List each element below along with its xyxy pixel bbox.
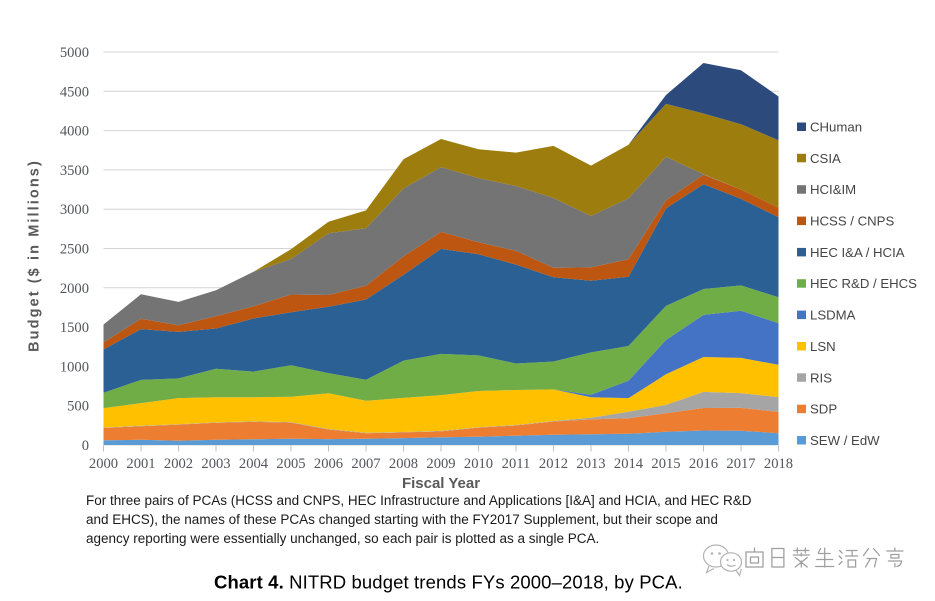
svg-text:For three pairs of PCAs (HCSS: For three pairs of PCAs (HCSS and CNPS, … [86,493,752,508]
svg-text:2007: 2007 [351,456,380,472]
svg-text:4500: 4500 [60,84,89,100]
svg-text:3500: 3500 [60,163,89,179]
svg-text:2011: 2011 [502,456,531,472]
svg-text:2015: 2015 [651,456,680,472]
svg-text:agency reporting were essentia: agency reporting were essentially unchan… [86,531,599,546]
svg-text:2000: 2000 [60,281,89,297]
svg-text:2009: 2009 [426,456,455,472]
svg-text:Budget ($ in Millions): Budget ($ in Millions) [27,159,43,352]
svg-text:Fiscal Year: Fiscal Year [402,475,480,492]
svg-text:2002: 2002 [164,456,193,472]
svg-text:LSN: LSN [810,339,836,354]
svg-text:2014: 2014 [614,456,644,472]
svg-text:5000: 5000 [60,45,89,61]
svg-text:2018: 2018 [764,456,793,472]
svg-text:1000: 1000 [60,359,89,375]
svg-text:and EHCS), the names of these: and EHCS), the names of these PCAs chang… [86,512,718,527]
svg-text:SDP: SDP [810,402,837,417]
svg-text:HEC R&D / EHCS: HEC R&D / EHCS [810,276,917,291]
svg-text:HCI&IM: HCI&IM [810,182,856,197]
svg-text:2004: 2004 [239,456,269,472]
svg-text:2016: 2016 [689,456,718,472]
svg-text:2001: 2001 [126,456,155,472]
svg-text:0: 0 [82,438,89,454]
svg-text:2010: 2010 [464,456,493,472]
svg-text:2000: 2000 [89,456,118,472]
svg-text:RIS: RIS [810,370,832,385]
svg-text:CHuman: CHuman [810,120,862,135]
svg-text:1500: 1500 [60,320,89,336]
svg-text:4000: 4000 [60,124,89,140]
svg-text:2008: 2008 [389,456,418,472]
svg-text:2005: 2005 [276,456,305,472]
svg-text:2003: 2003 [201,456,230,472]
svg-text:500: 500 [67,399,89,415]
svg-text:2500: 2500 [60,242,89,258]
svg-text:HCSS / CNPS: HCSS / CNPS [810,214,894,229]
svg-text:CSIA: CSIA [810,151,841,166]
svg-text:2006: 2006 [314,456,343,472]
svg-text:LSDMA: LSDMA [810,308,856,323]
svg-text:2013: 2013 [576,456,605,472]
svg-text:3000: 3000 [60,202,89,218]
svg-text:SEW / EdW: SEW / EdW [810,433,880,448]
svg-text:HEC I&A / HCIA: HEC I&A / HCIA [810,245,905,260]
svg-text:Chart 4. NITRD budget trends F: Chart 4. NITRD budget trends FYs 2000–20… [214,572,683,593]
svg-text:2017: 2017 [726,456,755,472]
svg-text:2012: 2012 [539,456,568,472]
